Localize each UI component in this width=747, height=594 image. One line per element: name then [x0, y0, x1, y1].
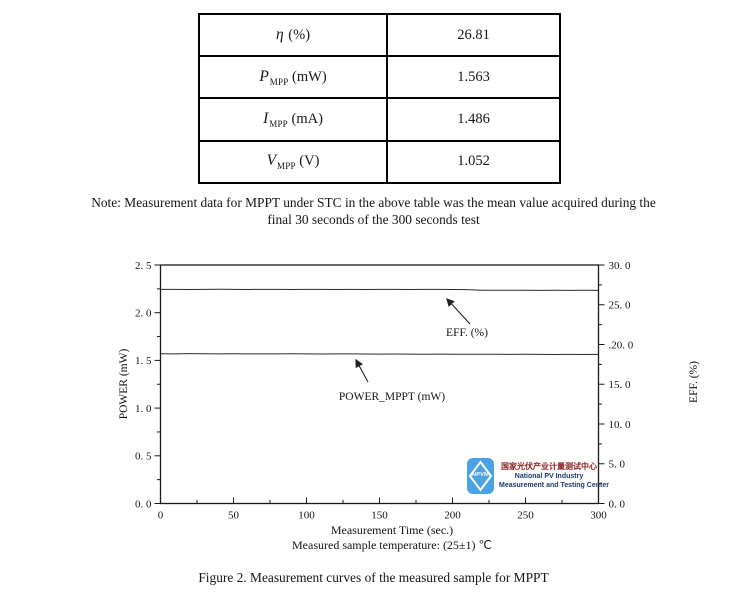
param-unit: (%) [284, 26, 311, 43]
y-axis-label-right: EFF. (%) [688, 361, 700, 403]
table-row: IMPP (mA) 1.486 [198, 97, 561, 142]
left-tick-label: 1. 5 [135, 355, 152, 367]
annotation-label: POWER_MPPT (mW) [339, 391, 445, 403]
param-label-pmpp: PMPP (mW) [198, 55, 388, 100]
left-tick-label: 2. 5 [135, 260, 152, 272]
mppt-results-table: η (%) 26.81 PMPP (mW) 1.563 IMPP (mA) 1.… [198, 12, 561, 184]
figure-caption: Figure 2. Measurement curves of the meas… [198, 570, 549, 585]
right-tick-label: .20. 0 [609, 339, 634, 351]
x-tick-label: 100 [298, 510, 315, 522]
x-tick-label: 150 [371, 510, 388, 522]
right-tick-label: 10. 0 [609, 419, 632, 431]
annotation-label: EFF. (%) [446, 327, 488, 339]
logo-line-cn: 国家光伏产业计量测试中心 [501, 462, 597, 471]
x-tick-label: 300 [590, 510, 607, 522]
eff-line [160, 288, 599, 291]
x-axis-label: Measurement Time (sec.) [331, 523, 453, 537]
logo-line-en1: National PV Industry [514, 473, 584, 480]
right-tick-label: 5. 0 [609, 459, 626, 471]
x-tick-label: 200 [444, 510, 461, 522]
annotation-arrow [446, 298, 471, 325]
diamond-icon [468, 460, 493, 492]
param-value-vmpp: 1.052 [386, 139, 561, 184]
left-tick-label: 0. 0 [135, 498, 152, 510]
param-symbol: η [275, 25, 284, 43]
npvm-monogram: NPVM [472, 472, 489, 478]
param-label-impp: IMPP (mA) [198, 97, 388, 142]
x-tick-label: 50 [228, 510, 240, 522]
left-tick-label: 2. 0 [135, 308, 152, 320]
x-tick-label: 0 [158, 510, 164, 522]
right-tick-label: 0. 0 [609, 498, 626, 510]
npvm-logo-text: 国家光伏产业计量测试中心 National PV Industry Measur… [499, 462, 609, 490]
note-line1: Note: Measurement data for MPPT under ST… [91, 195, 656, 210]
left-tick-label: 0. 5 [135, 451, 152, 463]
param-label-eta: η (%) [198, 12, 388, 58]
logo-line-en2: Measurement and Testing Center [499, 482, 609, 489]
right-tick-label: 30. 0 [609, 260, 632, 272]
param-unit: (V) [295, 153, 320, 170]
measurement-note: Note: Measurement data for MPPT under ST… [0, 195, 747, 228]
param-value-impp: 1.486 [386, 97, 561, 142]
sample-temperature-label: Measured sample temperature: (25±1) ℃ [292, 538, 492, 552]
param-subscript: MPP [269, 118, 288, 129]
annotation-arrow [355, 358, 369, 383]
table-row: VMPP (V) 1.052 [198, 139, 561, 184]
npvm-logo-icon: NPVM [467, 458, 494, 494]
param-subscript: MPP [269, 76, 289, 87]
param-symbol: P [259, 67, 269, 85]
left-tick-label: 1. 0 [135, 403, 152, 415]
param-label-vmpp: VMPP (V) [198, 139, 388, 184]
x-tick-label: 250 [517, 510, 534, 522]
param-unit: (mA) [287, 110, 323, 127]
param-symbol: I [263, 109, 269, 127]
param-symbol: V [266, 152, 277, 170]
right-tick-label: 25. 0 [609, 300, 632, 312]
param-value-pmpp: 1.563 [386, 55, 561, 100]
param-value-eta: 26.81 [386, 12, 561, 58]
table-row: PMPP (mW) 1.563 [198, 55, 561, 100]
param-subscript: MPP [277, 161, 296, 172]
power-mppt-line [160, 353, 599, 355]
note-line2: final 30 seconds of the 300 seconds test [267, 211, 480, 227]
right-tick-label: 15. 0 [609, 379, 632, 391]
npvm-logo: NPVM 国家光伏产业计量测试中心 National PV Industry M… [467, 458, 609, 494]
table-row: η (%) 26.81 [198, 12, 561, 58]
y-axis-label-left: POWER (mW) [118, 349, 130, 420]
param-unit: (mW) [288, 68, 327, 85]
